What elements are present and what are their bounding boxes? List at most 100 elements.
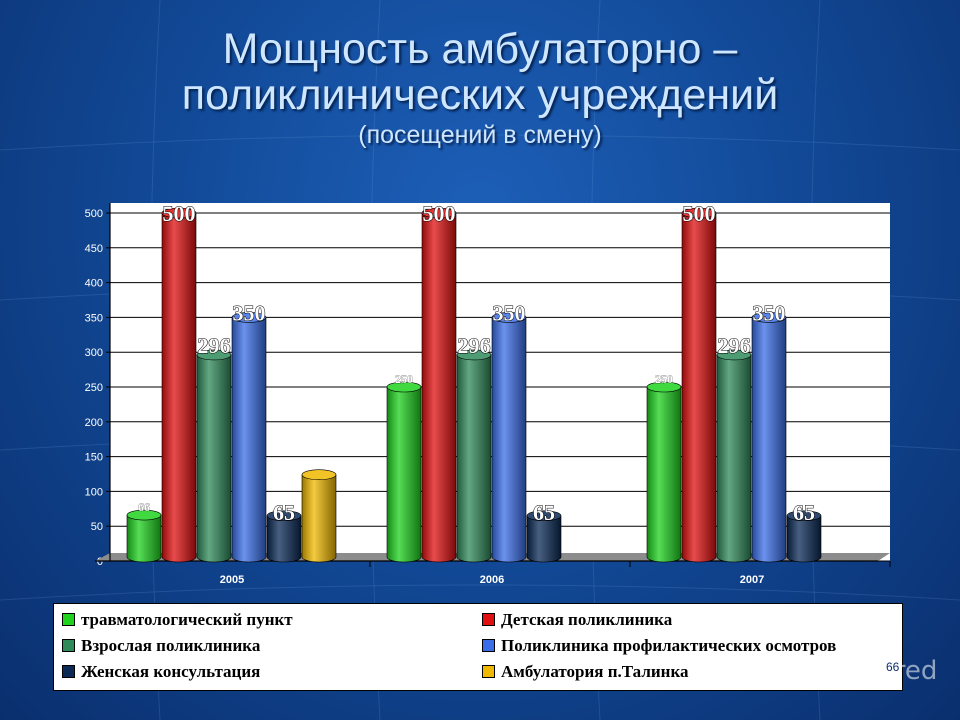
- bar-body: [386, 386, 422, 563]
- data-label: 250: [655, 372, 673, 386]
- bar-body: [646, 386, 682, 563]
- bar-2-2006: [456, 349, 492, 563]
- data-label: 350: [233, 300, 266, 325]
- y-tick-label: 100: [85, 486, 103, 498]
- bar-top: [196, 349, 232, 361]
- data-label: 350: [753, 300, 786, 325]
- bar-3-2007: [751, 312, 787, 563]
- legend-label: Детская поликлиника: [501, 610, 673, 629]
- x-tick-label: 2006: [480, 574, 504, 586]
- bar-2-2005: [196, 349, 232, 563]
- legend-label: травматологический пункт: [81, 610, 293, 629]
- title-line-1: Мощность амбулаторно –: [222, 25, 738, 73]
- x-tick-label: 2005: [220, 574, 244, 586]
- legend-swatch: [62, 639, 75, 653]
- slide-title: Мощность амбулаторно – поликлинических у…: [0, 26, 960, 150]
- data-label: 350: [493, 300, 526, 325]
- bar-3-2005: [231, 312, 267, 563]
- title-subtitle: (посещений в смену): [358, 121, 602, 149]
- bar-body: [421, 212, 457, 563]
- bar-body: [266, 515, 302, 563]
- data-label: 65: [793, 500, 815, 525]
- bar-0-2007: [646, 381, 682, 563]
- x-tick-label: 2007: [740, 574, 764, 586]
- bar-body: [681, 212, 717, 563]
- chart-legend: травматологический пункт Детская поликлин…: [53, 603, 903, 691]
- y-tick-label: 350: [85, 312, 103, 324]
- legend-swatch: [482, 665, 495, 679]
- bar-top: [716, 349, 752, 361]
- legend-item: травматологический пункт: [62, 609, 293, 631]
- bar-body: [301, 474, 337, 563]
- bar-top: [301, 469, 337, 480]
- y-tick-label: 200: [85, 417, 103, 429]
- bar-body: [786, 515, 822, 563]
- bar-top: [646, 381, 682, 393]
- data-label: 250: [395, 372, 413, 386]
- bar-top: [526, 510, 562, 522]
- bar-body: [456, 354, 492, 563]
- legend-item: Поликлиника профилактических осмотров: [482, 635, 836, 657]
- bar-body: [751, 317, 787, 563]
- data-label: 500: [423, 201, 456, 226]
- title-line-2: поликлинических учреждений: [181, 71, 779, 119]
- bar-body: [196, 354, 232, 563]
- bar-1-2005: [161, 207, 197, 563]
- bar-top: [491, 312, 527, 323]
- bar-5-2005: [301, 469, 337, 563]
- bar-1-2007: [681, 207, 717, 563]
- bar-3-2006: [491, 312, 527, 563]
- legend-item: Взрослая поликлиника: [62, 635, 260, 657]
- bar-top: [386, 381, 422, 393]
- y-tick-label: 0: [97, 556, 103, 568]
- legend-label: Взрослая поликлиника: [81, 636, 261, 655]
- bar-top: [126, 509, 162, 521]
- bar-body: [491, 317, 527, 563]
- data-label: 296: [198, 333, 231, 358]
- data-label: 65: [273, 500, 295, 525]
- data-label: 500: [163, 201, 196, 226]
- bar-body: [161, 212, 197, 563]
- bar-top: [421, 207, 457, 219]
- watermark: MyShared: [772, 656, 937, 686]
- bar-top: [681, 207, 717, 219]
- bar-top: [231, 312, 267, 323]
- data-label: 500: [683, 201, 716, 226]
- bar-2-2007: [716, 349, 752, 563]
- bar-top: [456, 349, 492, 361]
- bar-body: [231, 317, 267, 563]
- legend-label: Амбулатория п.Талинка: [501, 662, 689, 681]
- bar-0-2005: [126, 509, 162, 563]
- page-number: 66: [886, 660, 900, 674]
- bar-1-2006: [421, 207, 457, 563]
- y-tick-label: 500: [85, 208, 103, 220]
- bar-top: [751, 312, 787, 323]
- legend-item: Женская консультация: [62, 661, 260, 683]
- data-label: 296: [458, 333, 491, 358]
- bar-4-2006: [526, 510, 562, 563]
- watermark-text: MyShared: [808, 656, 938, 686]
- y-tick-label: 50: [91, 521, 103, 533]
- legend-label: Женская консультация: [81, 662, 261, 681]
- y-tick-label: 250: [85, 382, 103, 394]
- bar-body: [526, 515, 562, 563]
- legend-swatch: [62, 613, 75, 627]
- legend-swatch: [62, 665, 75, 679]
- legend-swatch: [482, 613, 495, 627]
- bar-0-2006: [386, 381, 422, 563]
- presentation-icon: [772, 658, 802, 685]
- y-tick-label: 150: [85, 452, 103, 464]
- legend-label: Поликлиника профилактических осмотров: [501, 636, 837, 655]
- legend-swatch: [482, 639, 495, 653]
- bar-body: [126, 514, 162, 563]
- y-tick-label: 400: [85, 278, 103, 290]
- legend-item: Детская поликлиника: [482, 609, 672, 631]
- y-tick-label: 300: [85, 347, 103, 359]
- y-tick-label: 450: [85, 243, 103, 255]
- bar-body: [716, 354, 752, 563]
- bar-chart: 0 50 100 150 200 250 300 350 400 450 500 2005 66 500 2…: [85, 200, 891, 586]
- bar-top: [161, 207, 197, 219]
- bar-top: [266, 510, 302, 522]
- data-label: 66: [138, 500, 150, 514]
- bar-4-2005: [266, 510, 302, 563]
